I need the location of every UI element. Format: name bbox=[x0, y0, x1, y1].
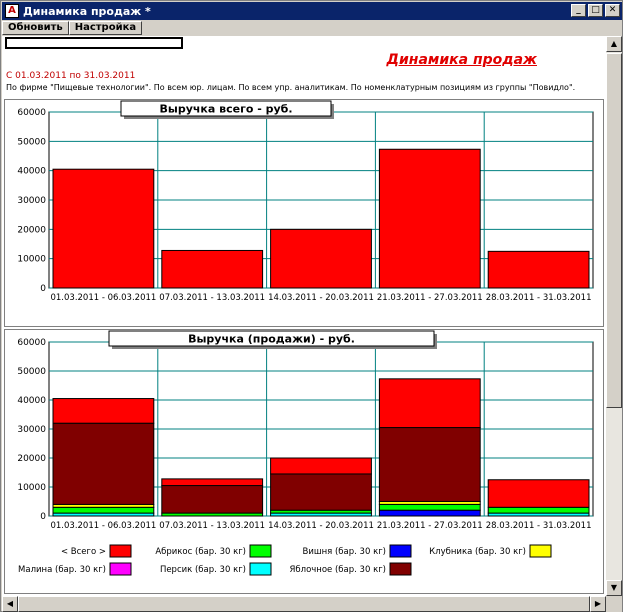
report-filter: По фирме "Пищевые технологии". По всем ю… bbox=[6, 83, 576, 92]
x-tick-label: 07.03.2011 - 13.03.2011 bbox=[159, 293, 265, 303]
bar-segment-total bbox=[487, 479, 590, 508]
y-tick-label: 40000 bbox=[17, 167, 46, 177]
y-tick-label: 50000 bbox=[17, 137, 46, 147]
x-tick-label: 28.03.2011 - 31.03.2011 bbox=[486, 293, 592, 303]
horizontal-scroll-thumb[interactable] bbox=[18, 596, 590, 612]
legend-swatch-strawberry bbox=[529, 544, 552, 558]
minimize-button[interactable]: _ bbox=[571, 4, 586, 17]
bar-segment-total bbox=[161, 478, 264, 487]
legend-swatch-cherry bbox=[389, 544, 412, 558]
bar-segment-apple bbox=[378, 427, 481, 502]
legend-label: Яблочное (бар. 30 кг) bbox=[290, 565, 387, 575]
legend-label: Вишня (бар. 30 кг) bbox=[302, 547, 386, 557]
legend-label: Абрикос (бар. 30 кг) bbox=[155, 547, 246, 557]
sales-revenue-chart-frame: 60000 50000 40000 30000 20000 10000 0 01.03.201… bbox=[4, 329, 604, 594]
y-tick-label: 20000 bbox=[17, 225, 46, 235]
settings-button[interactable]: Настройка bbox=[68, 21, 143, 35]
sales-revenue-chart: 60000 50000 40000 30000 20000 10000 0 01.03.201… bbox=[17, 330, 594, 576]
bar-segment-apricot bbox=[52, 506, 155, 514]
legend-swatch-apricot bbox=[249, 544, 272, 558]
total-revenue-chart-frame: 60000 50000 40000 30000 20000 10000 0 01.03.201… bbox=[4, 99, 604, 327]
window-title: Динамика продаж * bbox=[23, 4, 151, 18]
bar-segment-total bbox=[270, 457, 372, 475]
legend-label: Персик (бар. 30 кг) bbox=[160, 565, 246, 575]
bar-segment-apple bbox=[52, 422, 155, 505]
bar-segment-apricot bbox=[487, 506, 590, 514]
x-tick-label: 21.03.2011 - 27.03.2011 bbox=[377, 521, 483, 531]
bar-segment-apple bbox=[161, 485, 264, 514]
scroll-right-button[interactable]: ▶ bbox=[590, 596, 606, 612]
y-tick-label: 0 bbox=[40, 512, 46, 522]
y-tick-label: 30000 bbox=[17, 425, 46, 435]
header-field[interactable] bbox=[5, 37, 183, 49]
legend-label: Клубника (бар. 30 кг) bbox=[429, 547, 526, 557]
scroll-left-button[interactable]: ◀ bbox=[2, 596, 18, 612]
bar-total bbox=[487, 250, 590, 289]
total-revenue-chart: 60000 50000 40000 30000 20000 10000 0 01.03.201… bbox=[17, 100, 594, 303]
x-tick-label: 14.03.2011 - 20.03.2011 bbox=[268, 521, 374, 531]
toolbar: Обновить Настройка bbox=[2, 21, 622, 35]
bar-segment-apple bbox=[270, 473, 372, 511]
bar-total bbox=[270, 228, 372, 289]
y-tick-label: 0 bbox=[40, 284, 46, 294]
legend-label: < Всего > bbox=[61, 547, 106, 557]
bar-total bbox=[378, 148, 481, 289]
vertical-scrollbar[interactable]: ▲ ▼ bbox=[606, 36, 622, 596]
legend-swatch-peach bbox=[249, 562, 272, 576]
scroll-up-button[interactable]: ▲ bbox=[606, 36, 622, 52]
bar-segment-apricot bbox=[378, 503, 481, 511]
x-tick-label: 28.03.2011 - 31.03.2011 bbox=[486, 521, 592, 531]
bar-segment-cherry bbox=[378, 509, 481, 517]
chart-title-box bbox=[108, 330, 435, 347]
vertical-scroll-thumb[interactable] bbox=[606, 53, 622, 408]
bar-segment-total bbox=[52, 398, 155, 424]
refresh-button[interactable]: Обновить bbox=[2, 21, 69, 35]
x-tick-label: 07.03.2011 - 13.03.2011 bbox=[159, 521, 265, 531]
bar-total bbox=[161, 249, 264, 289]
chart-title: Выручка всего - руб. bbox=[159, 103, 292, 116]
title-bar[interactable]: A Динамика продаж * _ □ ✕ bbox=[2, 2, 622, 20]
app-icon: A bbox=[5, 4, 19, 18]
legend-swatch-raspberry bbox=[109, 562, 132, 576]
chart-title: Выручка (продажи) - руб. bbox=[188, 333, 355, 346]
bar-segment-total bbox=[378, 378, 481, 429]
scroll-corner bbox=[606, 596, 622, 612]
x-tick-label: 14.03.2011 - 20.03.2011 bbox=[268, 293, 374, 303]
y-tick-label: 10000 bbox=[17, 255, 46, 265]
legend-swatch-apple bbox=[389, 562, 412, 576]
maximize-button[interactable]: □ bbox=[588, 4, 603, 17]
report-area: Динамика продаж С 01.03.2011 по 31.03.20… bbox=[2, 36, 606, 596]
y-tick-label: 50000 bbox=[17, 367, 46, 377]
x-tick-label: 01.03.2011 - 06.03.2011 bbox=[50, 521, 156, 531]
x-tick-label: 21.03.2011 - 27.03.2011 bbox=[377, 293, 483, 303]
x-tick-label: 01.03.2011 - 06.03.2011 bbox=[50, 293, 156, 303]
y-tick-label: 10000 bbox=[17, 483, 46, 493]
y-tick-label: 20000 bbox=[17, 454, 46, 464]
legend-label: Малина (бар. 30 кг) bbox=[18, 565, 106, 575]
y-tick-label: 60000 bbox=[17, 338, 46, 348]
close-button[interactable]: ✕ bbox=[605, 4, 620, 17]
report-period: С 01.03.2011 по 31.03.2011 bbox=[6, 71, 136, 81]
bar-total bbox=[52, 168, 155, 289]
y-tick-label: 40000 bbox=[17, 396, 46, 406]
y-tick-label: 30000 bbox=[17, 196, 46, 206]
scroll-down-button[interactable]: ▼ bbox=[606, 580, 622, 596]
y-tick-label: 60000 bbox=[17, 108, 46, 118]
legend-swatch-total bbox=[109, 544, 132, 558]
report-title: Динамика продаж bbox=[386, 52, 537, 68]
chart-title-box bbox=[120, 100, 332, 117]
horizontal-scrollbar[interactable]: ◀ ▶ bbox=[2, 596, 606, 612]
